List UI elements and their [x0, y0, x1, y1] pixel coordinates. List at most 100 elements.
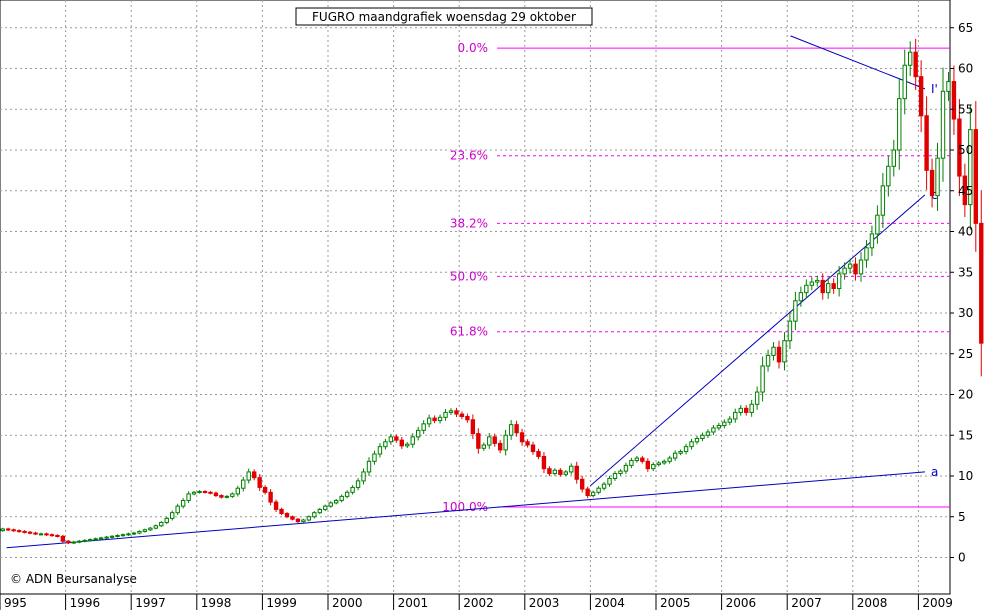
candle-body — [252, 471, 257, 479]
candle-body — [782, 340, 787, 363]
candle-body — [399, 439, 404, 447]
trendline-label: c — [931, 188, 938, 202]
candle-body — [979, 222, 984, 344]
candle-body — [716, 424, 722, 429]
candle-body — [585, 488, 590, 497]
candle-body — [798, 292, 804, 302]
candle-body — [722, 421, 727, 426]
candle-body — [634, 457, 640, 462]
candle-body — [11, 529, 16, 532]
candle-body — [820, 279, 825, 294]
candle-body — [547, 468, 552, 475]
candle-body — [514, 424, 519, 434]
candle-body — [908, 51, 913, 66]
x-tick-label: 2009 — [922, 596, 953, 610]
candle-body — [563, 471, 568, 475]
candle-body — [804, 284, 809, 294]
x-tick-label: 1996 — [70, 596, 101, 610]
candle-body — [175, 505, 180, 514]
x-tick-label: 1997 — [135, 596, 166, 610]
candle-body — [754, 391, 760, 405]
candle-body — [405, 443, 410, 447]
candle-body — [853, 263, 858, 275]
candle-body — [749, 403, 754, 413]
candle-body — [126, 533, 131, 536]
candle-body — [383, 441, 388, 448]
y-tick-label: 5 — [958, 510, 966, 524]
candle-body — [44, 533, 49, 536]
candle-body — [826, 283, 831, 294]
candle-body — [6, 528, 11, 531]
candle-body — [153, 525, 158, 529]
candle-body — [22, 530, 27, 533]
chart-title-box — [295, 7, 593, 26]
candle-body — [388, 436, 394, 443]
y-tick-label: 0 — [958, 551, 966, 565]
candle-body — [640, 457, 645, 462]
candle-body — [82, 539, 87, 542]
candle-body — [213, 492, 219, 497]
candle-body — [273, 501, 279, 510]
y-tick-label: 50 — [958, 143, 973, 157]
candle-body — [377, 446, 383, 455]
x-tick-label: 2000 — [332, 596, 363, 610]
candle-body — [580, 478, 585, 490]
candle-body — [929, 169, 935, 197]
candle-body — [836, 273, 842, 290]
x-tick-label: 2003 — [529, 596, 560, 610]
candle-body — [93, 538, 98, 541]
candle-body — [629, 460, 634, 466]
candle-body — [957, 118, 962, 177]
candle-body — [809, 281, 814, 286]
candle-body — [312, 512, 317, 518]
candle-body — [98, 537, 104, 540]
candle-body — [694, 438, 700, 443]
candle-body — [891, 149, 896, 167]
candle-body — [262, 486, 268, 493]
candle-body — [148, 527, 153, 531]
x-tick-label: 2006 — [726, 596, 757, 610]
candle-body — [869, 233, 875, 249]
candle-body — [49, 534, 55, 537]
candle-body — [847, 263, 853, 269]
x-tick-label: 995 — [4, 596, 27, 610]
candle-body — [831, 283, 836, 290]
candle-body — [306, 516, 312, 521]
x-tick-label: 2005 — [660, 596, 691, 610]
candle-body — [235, 487, 240, 495]
chart-title: FUGRO maandgrafiek woensdag 29 oktober — [312, 10, 576, 24]
candle-body — [202, 490, 208, 493]
candle-body — [765, 354, 771, 367]
candle-body — [503, 434, 508, 451]
fib-level-label: 50.0% — [450, 269, 488, 283]
candle-body — [940, 90, 946, 159]
candle-body — [27, 531, 33, 534]
candle-body — [875, 214, 880, 235]
fib-level-label: 100.0% — [442, 500, 488, 514]
fib-level-label: 61.8% — [450, 325, 488, 339]
candle-body — [771, 346, 776, 356]
candle-body — [569, 465, 574, 473]
candle-body — [738, 407, 743, 413]
candle-body — [208, 491, 213, 494]
fib-level-label: 0.0% — [458, 41, 489, 55]
candle-body — [180, 499, 186, 507]
candle-body — [973, 129, 978, 224]
candle-body — [481, 444, 486, 449]
candle-body — [465, 416, 470, 421]
candle-body — [257, 477, 262, 488]
candle-body — [492, 436, 497, 444]
candle-body — [902, 64, 907, 100]
candle-body — [951, 81, 957, 120]
candle-body — [328, 502, 333, 507]
candle-body — [170, 512, 175, 519]
candle-body — [793, 300, 798, 322]
candle-body — [186, 493, 191, 501]
trendline — [590, 194, 926, 487]
candle-body — [946, 81, 951, 92]
x-tick-label: 2008 — [857, 596, 888, 610]
y-tick-label: 40 — [958, 225, 973, 239]
candle-body — [159, 521, 164, 527]
y-tick-label: 60 — [958, 62, 973, 76]
y-tick-label: 15 — [958, 428, 973, 442]
